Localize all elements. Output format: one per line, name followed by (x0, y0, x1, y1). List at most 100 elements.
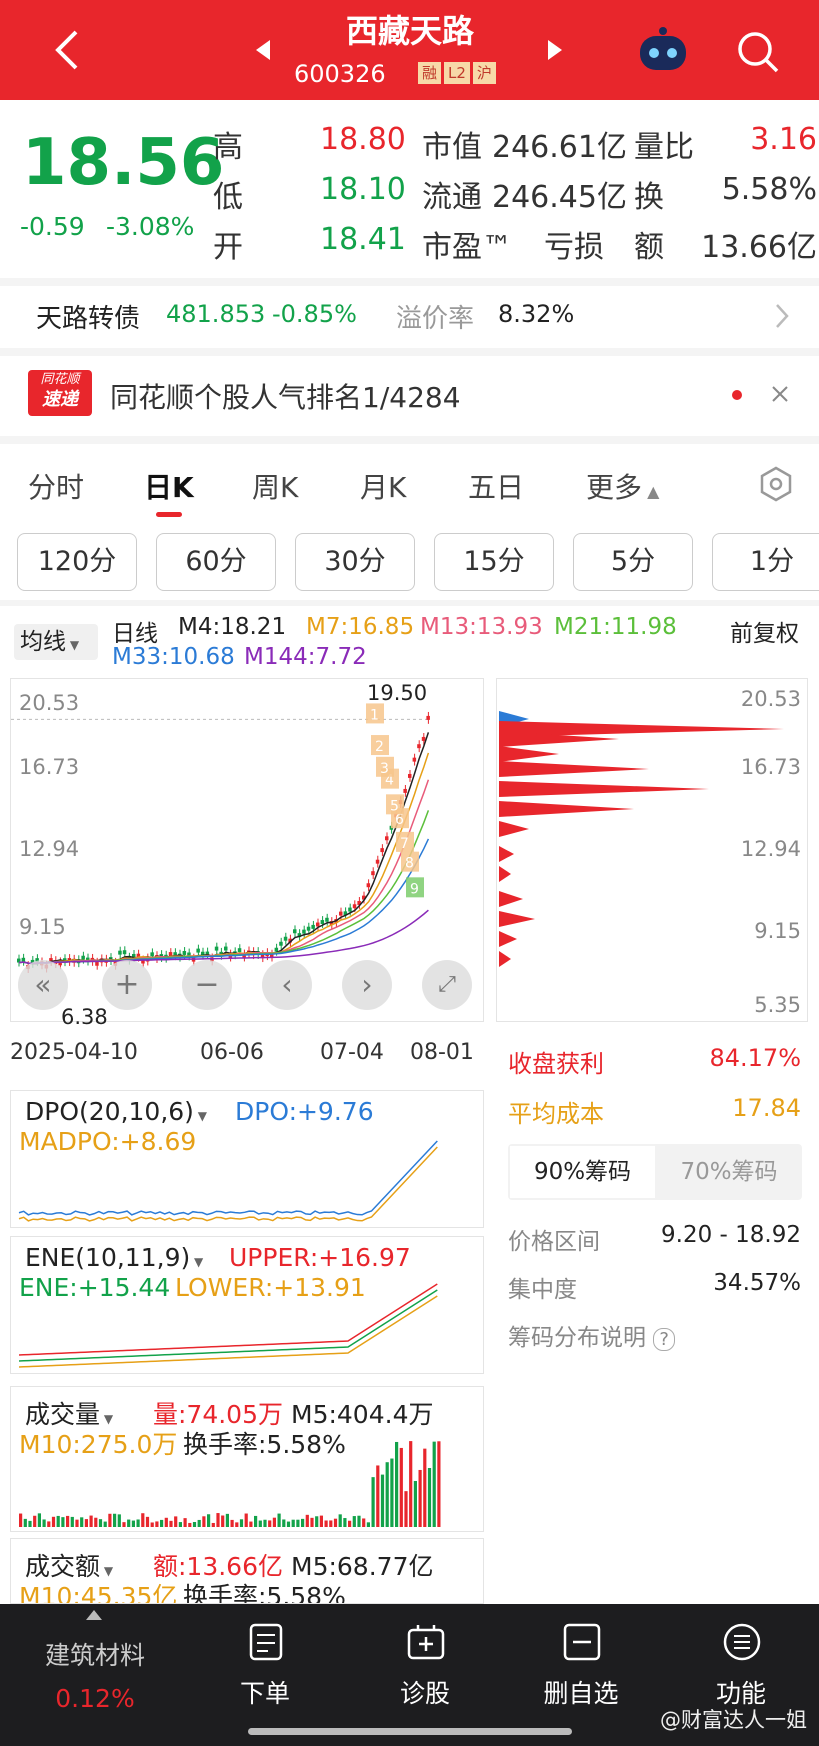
tab-monthly-k[interactable]: 月K (360, 471, 407, 504)
bottom-nav: 建筑材料 0.12% 下单 诊股 删自选 功能 @财富达人一姐 (0, 1604, 819, 1746)
ene-line (18, 1283, 438, 1356)
tab-intraday[interactable]: 分时 (28, 471, 85, 504)
candle (122, 950, 127, 955)
volume-bar (258, 1520, 262, 1527)
volume-selector[interactable]: 成交量 ▼ (25, 1400, 114, 1429)
td-sequence-number: 9 (410, 881, 419, 897)
dpo-indicator-panel[interactable]: DPO(20,10,6) ▼ DPO:+9.76 MADPO:+8.69 (10, 1090, 484, 1228)
mcap-label: 市值 (422, 130, 482, 165)
volume-panel[interactable]: 成交量 ▼ 量:74.05万 M5:404.4万 M10:275.0万 换手率:… (10, 1386, 484, 1532)
remove-watchlist-button[interactable]: 删自选 (516, 1620, 646, 1720)
move-left-icon[interactable]: ‹ (262, 960, 312, 1010)
chip-bar (499, 731, 619, 747)
period-30min[interactable]: 30分 (295, 533, 415, 591)
candle (270, 953, 274, 958)
fast-back-icon[interactable]: « (18, 960, 68, 1010)
sector-name[interactable]: 建筑材料 (44, 1641, 145, 1670)
ma-m33: M33:10.68 (112, 644, 235, 670)
volume-bar (66, 1515, 70, 1527)
chip-bar (499, 951, 511, 967)
functions-label: 功能 (715, 1679, 766, 1708)
zoom-out-icon[interactable]: − (182, 960, 232, 1010)
tab-chip-90[interactable]: 90%筹码 (510, 1146, 655, 1198)
volume-bar (28, 1520, 32, 1527)
candle (371, 871, 375, 876)
tab-more[interactable]: 更多 ▲ (586, 471, 660, 504)
volume-bar (272, 1517, 276, 1527)
tab-chip-70[interactable]: 70%筹码 (680, 1159, 778, 1185)
volume-bar (357, 1515, 361, 1527)
chip-bar (499, 781, 709, 797)
prev-stock-icon[interactable] (256, 40, 272, 60)
candle (205, 951, 210, 956)
candle (201, 951, 205, 956)
ene-selector[interactable]: ENE(10,11,9) ▼ (25, 1243, 204, 1272)
fullscreen-icon[interactable]: ⤢ (422, 960, 472, 1010)
period-5min[interactable]: 5分 (573, 533, 693, 591)
candle (49, 958, 53, 963)
functions-button[interactable]: 功能 (676, 1620, 806, 1720)
tonghuashun-logo: 同花顺 速递 (28, 370, 92, 416)
candle (132, 953, 136, 958)
volume-bar (98, 1519, 103, 1527)
amount-panel[interactable]: 成交额 ▼ 额:13.66亿 M5:68.77亿 M10:45.35亿 换手率:… (10, 1538, 484, 1604)
candle (21, 957, 26, 962)
madpo-value: MADPO:+8.69 (19, 1127, 197, 1156)
amount-selector[interactable]: 成交额 ▼ (25, 1552, 114, 1581)
volume-bar (225, 1513, 229, 1527)
date-label: 2025-04-10 (10, 1040, 138, 1065)
chip-distribution-chart[interactable]: 20.53 16.73 12.94 9.15 5.35 (496, 678, 808, 1022)
tab-five-day[interactable]: 五日 (468, 471, 525, 504)
period-1min[interactable]: 1分 (712, 533, 819, 591)
convertible-bond-row[interactable]: 天路转债 481.853 -0.85% 溢价率 8.32% (0, 290, 819, 340)
adjust-mode[interactable]: 前复权 (730, 621, 799, 647)
chip-bar (499, 801, 634, 817)
candle (348, 907, 352, 912)
sector-change: 0.12% (55, 1684, 135, 1713)
ene-indicator-panel[interactable]: ENE(10,11,9) ▼ UPPER:+16.97 ENE:+15.44 L… (10, 1236, 484, 1374)
candle (136, 953, 141, 958)
search-icon[interactable] (736, 30, 780, 74)
candle (375, 859, 380, 864)
popularity-notice[interactable]: 同花顺 速递 同花顺个股人气排名1/4284 (0, 360, 819, 428)
move-right-icon[interactable]: › (342, 960, 392, 1010)
volume-bar (160, 1519, 164, 1527)
ma-line-type: 日线 (112, 621, 158, 647)
volume-bar (117, 1514, 121, 1527)
volume-bar (150, 1522, 154, 1527)
order-button[interactable]: 下单 (200, 1620, 330, 1720)
period-120min[interactable]: 120分 (17, 533, 137, 591)
tab-daily-k[interactable]: 日K (144, 471, 194, 504)
candle (118, 950, 122, 955)
price-change-pct: -3.08% (106, 212, 195, 241)
settings-icon[interactable] (758, 466, 794, 502)
volume-bar (169, 1520, 173, 1527)
diagnose-button[interactable]: 诊股 (360, 1620, 490, 1720)
period-60min[interactable]: 60分 (156, 533, 276, 591)
td-sequence-number: 2 (375, 739, 384, 755)
zoom-in-icon[interactable]: + (102, 960, 152, 1010)
ene-lower: LOWER:+13.91 (175, 1273, 366, 1302)
candle (316, 922, 320, 927)
back-icon[interactable] (52, 28, 82, 72)
candle (421, 736, 426, 741)
period-15min[interactable]: 15分 (434, 533, 554, 591)
chip-y-tick: 12.94 (740, 837, 801, 861)
bond-name: 天路转债 (36, 304, 141, 334)
volume-bar (254, 1515, 258, 1527)
dpo-selector[interactable]: DPO(20,10,6) ▼ (25, 1097, 207, 1126)
profit-value: 84.17% (709, 1044, 801, 1072)
ma-selector[interactable]: 均线 ▼ (14, 624, 98, 660)
robot-assistant-icon[interactable] (636, 26, 690, 74)
vr-label: 量比 (634, 130, 694, 165)
close-icon[interactable] (770, 384, 790, 404)
next-stock-icon[interactable] (546, 40, 562, 60)
home-indicator (248, 1728, 572, 1735)
chip-bar (499, 931, 517, 947)
notice-text: 同花顺个股人气排名1/4284 (110, 381, 461, 414)
ma-m144: M144:7.72 (244, 644, 367, 670)
tab-weekly-k[interactable]: 周K (252, 471, 299, 504)
chip-help-link[interactable]: 筹码分布说明 ? (508, 1318, 675, 1352)
concentration-label: 集中度 (508, 1277, 577, 1303)
